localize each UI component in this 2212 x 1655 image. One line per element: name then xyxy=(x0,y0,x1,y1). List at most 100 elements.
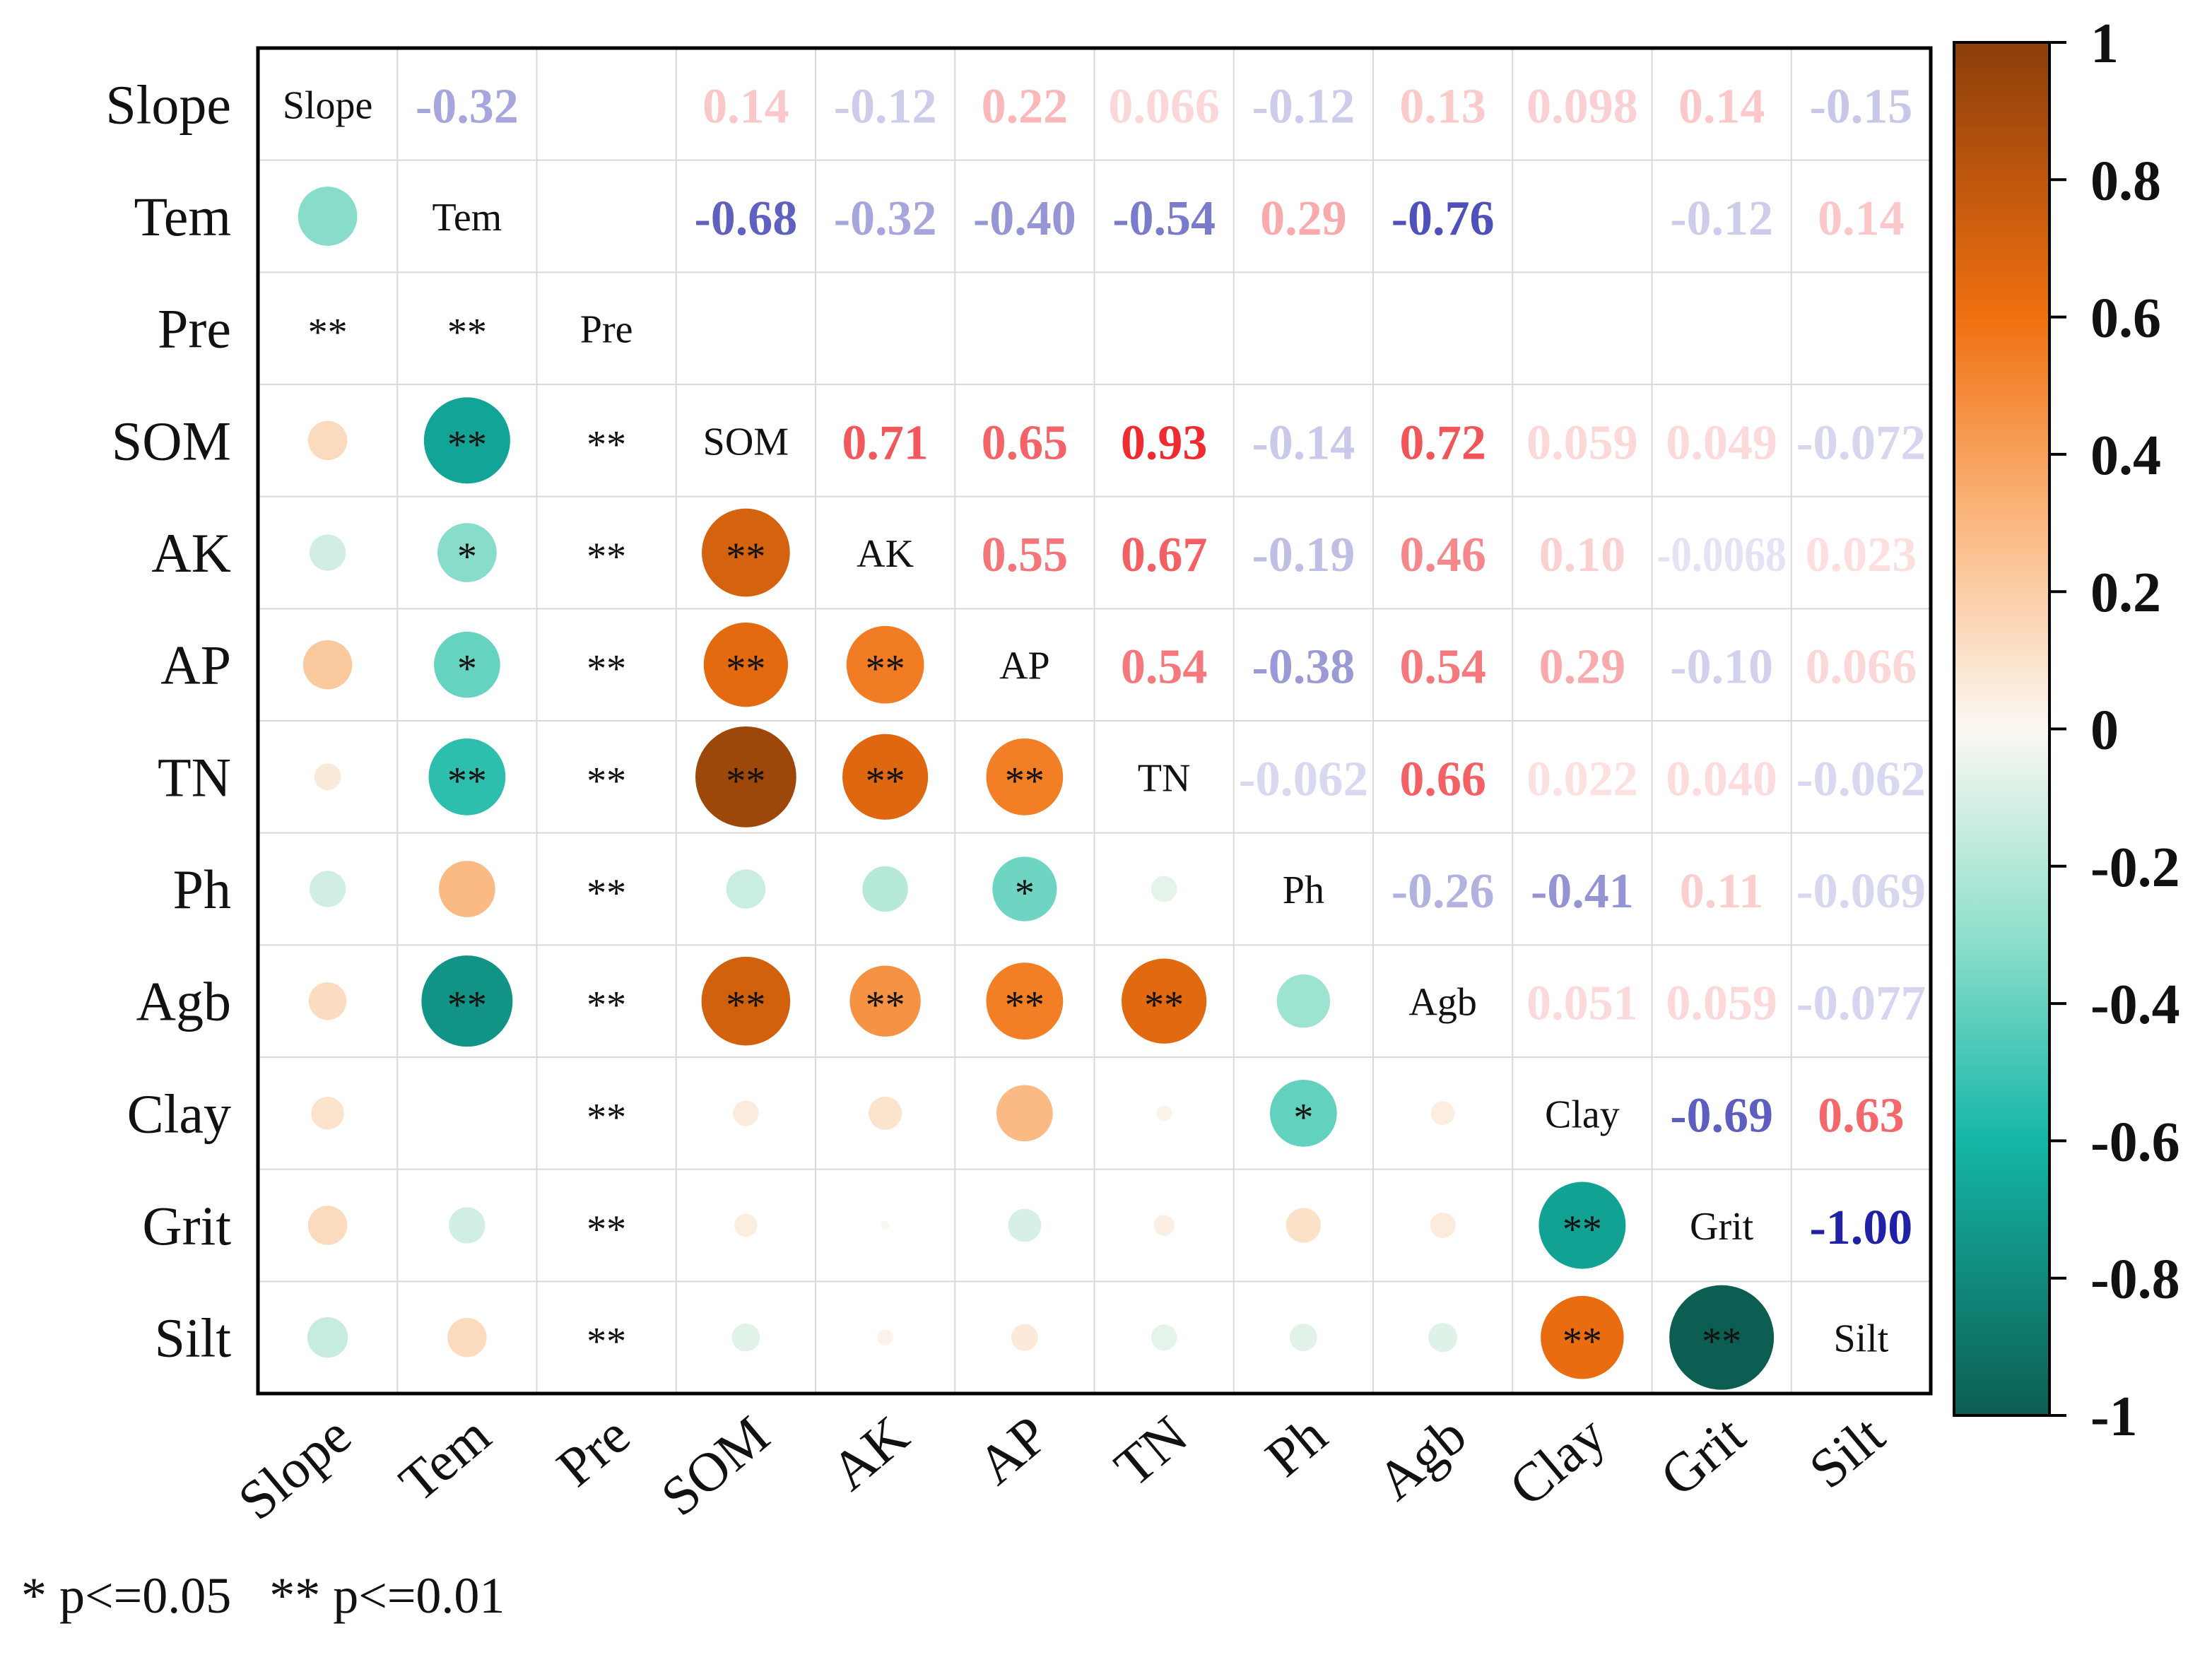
correlation-value: 0.29 xyxy=(1260,192,1347,246)
colorbar-tick-label: -0.2 xyxy=(2090,837,2180,899)
correlation-value: -0.32 xyxy=(416,79,519,134)
colorbar: 1 0.8 0.6 0.4 0.2 0 -0.2 -0.4 -0.6 -0.8 -1 xyxy=(1953,13,2180,1448)
significance-mark: ** xyxy=(587,759,626,803)
correlation-value: -0.68 xyxy=(694,192,797,246)
significance-mark: ** xyxy=(1563,1320,1602,1364)
correlation-value: 0.040 xyxy=(1666,752,1777,806)
significance-mark: ** xyxy=(726,759,765,803)
correlation-value: -0.15 xyxy=(1809,79,1912,134)
correlation-circle xyxy=(1151,1324,1177,1351)
significance-mark: ** xyxy=(587,871,626,915)
correlation-circle xyxy=(1428,1323,1458,1353)
significance-mark: ** xyxy=(726,647,765,691)
correlation-circle xyxy=(302,640,353,690)
correlation-circle xyxy=(1122,958,1207,1044)
significance-legend: * p<=0.05 ** p<=0.01 xyxy=(21,1567,505,1624)
correlation-value: 0.022 xyxy=(1526,752,1638,806)
y-axis-label: Ph xyxy=(173,859,231,920)
x-axis-label: TN xyxy=(1102,1403,1199,1497)
x-axis-label: Grit xyxy=(1649,1403,1756,1508)
x-axis-label: Ph xyxy=(1254,1403,1338,1488)
correlation-circle xyxy=(702,508,790,597)
x-axis-label: Slope xyxy=(227,1403,363,1531)
correlation-value: 0.66 xyxy=(1399,752,1486,806)
x-axis-label: Silt xyxy=(1797,1403,1895,1500)
x-axis-label: SOM xyxy=(649,1403,780,1527)
correlation-value: -0.14 xyxy=(1252,416,1355,470)
significance-mark: ** xyxy=(587,984,626,1027)
correlation-value: 0.059 xyxy=(1666,977,1777,1031)
y-axis-label: AK xyxy=(151,522,231,584)
correlation-circle xyxy=(307,420,348,461)
correlation-value: -0.40 xyxy=(973,192,1076,246)
significance-mark: ** xyxy=(447,423,487,466)
correlation-circle xyxy=(439,861,495,917)
correlation-circle xyxy=(308,982,347,1020)
y-axis-label: Silt xyxy=(155,1307,232,1369)
correlation-circle xyxy=(881,1220,890,1230)
correlation-value: -0.54 xyxy=(1112,192,1216,246)
correlation-value: 0.059 xyxy=(1526,416,1638,470)
correlation-circle xyxy=(1286,1208,1321,1243)
correlation-value: 0.051 xyxy=(1526,977,1638,1031)
correlation-circle xyxy=(1011,1324,1038,1351)
correlation-value: 0.29 xyxy=(1539,640,1626,695)
correlation-value: 0.049 xyxy=(1666,416,1777,470)
colorbar-tick-label: 0.2 xyxy=(2090,562,2161,624)
correlation-value: 0.10 xyxy=(1539,528,1626,582)
colorbar-gradient xyxy=(1953,41,2051,1417)
correlation-circle xyxy=(849,965,921,1037)
correlation-circle xyxy=(877,1329,893,1345)
y-axis-label: AP xyxy=(160,635,231,696)
significance-mark: ** xyxy=(308,311,348,355)
correlation-value: 0.14 xyxy=(1678,79,1765,134)
colorbar-tick-label: 0.8 xyxy=(2090,150,2161,212)
correlation-circle xyxy=(1669,1285,1775,1390)
correlation-circle xyxy=(695,726,796,828)
correlation-circle xyxy=(842,734,929,820)
correlation-circle xyxy=(1008,1208,1042,1242)
correlation-circle xyxy=(434,631,500,698)
significance-mark: ** xyxy=(866,647,905,691)
correlation-value: 0.098 xyxy=(1526,79,1638,134)
significance-mark: ** xyxy=(1005,984,1045,1027)
correlation-circle xyxy=(1430,1101,1455,1126)
significance-mark: ** xyxy=(1144,984,1184,1027)
significance-mark: * xyxy=(457,535,477,579)
diagonal-label: Agb xyxy=(1408,981,1476,1025)
colorbar-tick-label: 0 xyxy=(2090,700,2119,762)
correlation-value: 0.46 xyxy=(1399,528,1486,582)
correlation-value: -0.10 xyxy=(1670,640,1773,695)
correlation-circle xyxy=(1151,876,1177,902)
correlation-value: 0.72 xyxy=(1399,416,1486,470)
x-axis-label: Agb xyxy=(1365,1403,1478,1512)
correlation-value: 0.066 xyxy=(1108,79,1220,134)
correlation-value: -0.26 xyxy=(1392,864,1495,919)
diagonal-label: Pre xyxy=(580,308,633,352)
correlation-circle xyxy=(1153,1215,1175,1236)
plot-frame xyxy=(256,46,1933,1396)
correlation-value: -0.0068 xyxy=(1657,528,1787,582)
correlation-value: 0.13 xyxy=(1399,79,1486,134)
colorbar-tick-label: -0.8 xyxy=(2090,1249,2180,1311)
correlation-value: 0.55 xyxy=(982,528,1069,582)
correlation-circle xyxy=(846,625,924,704)
correlation-circle xyxy=(733,1100,759,1126)
x-axis-label: Tem xyxy=(388,1403,502,1513)
significance-mark: ** xyxy=(726,984,765,1027)
significance-mark: ** xyxy=(1005,759,1045,803)
correlation-value: 0.11 xyxy=(1680,864,1764,919)
correlation-circle xyxy=(996,1085,1053,1142)
correlation-circle xyxy=(1289,1324,1317,1352)
correlation-value: 0.14 xyxy=(1818,192,1905,246)
correlation-circle xyxy=(726,869,766,909)
correlation-value: 0.63 xyxy=(1818,1088,1905,1143)
correlation-circle xyxy=(428,738,506,815)
correlation-circle xyxy=(986,962,1064,1040)
diagonal-label: Slope xyxy=(283,83,373,127)
correlation-value: 0.93 xyxy=(1121,416,1208,470)
correlation-circle xyxy=(309,534,346,571)
correlation-circle xyxy=(421,955,513,1047)
correlation-value: -0.19 xyxy=(1252,528,1355,582)
correlation-value: 0.65 xyxy=(982,416,1069,470)
